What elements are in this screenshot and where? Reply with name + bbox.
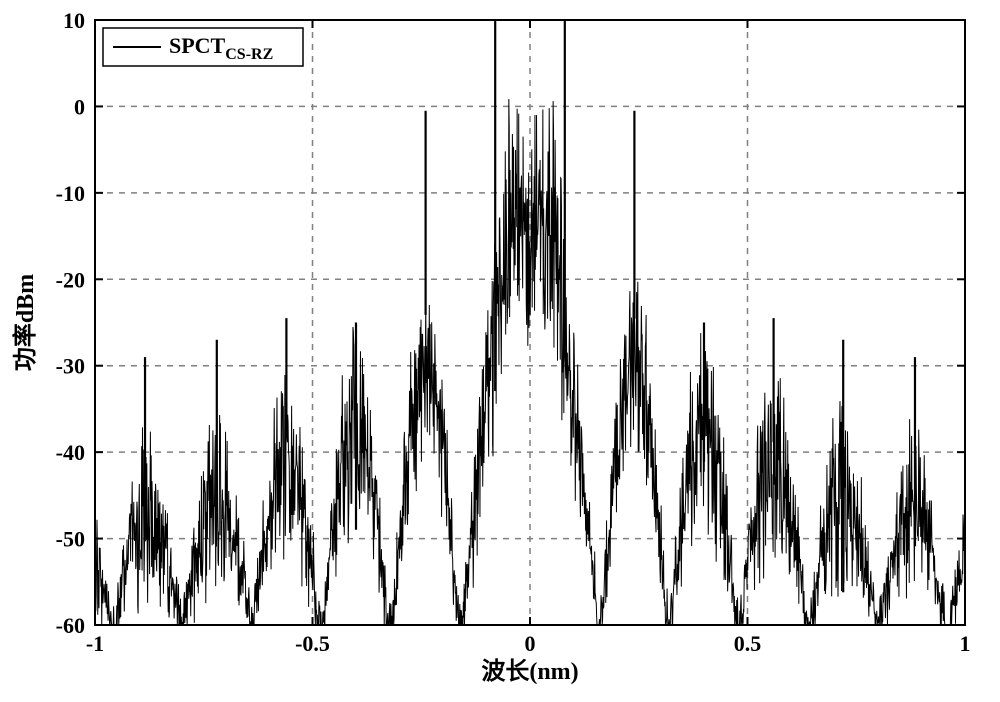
ytick-label: -60 xyxy=(56,613,85,638)
xtick-label: -0.5 xyxy=(295,631,330,656)
xtick-label: 1 xyxy=(960,631,971,656)
ytick-label: 10 xyxy=(63,8,85,33)
ytick-label: -40 xyxy=(56,440,85,465)
ytick-label: -30 xyxy=(56,354,85,379)
ytick-label: -20 xyxy=(56,267,85,292)
xtick-label: -1 xyxy=(86,631,104,656)
figure: -1-0.500.51-60-50-40-30-20-10010 波长(nm) … xyxy=(0,0,1000,697)
xtick-label: 0 xyxy=(525,631,536,656)
ytick-label: -50 xyxy=(56,527,85,552)
ytick-label: 0 xyxy=(74,94,85,119)
legend: SPCTCS-RZ xyxy=(103,28,303,66)
spectrum-plot: -1-0.500.51-60-50-40-30-20-10010 波长(nm) … xyxy=(0,0,1000,697)
xtick-label: 0.5 xyxy=(734,631,762,656)
x-axis-label: 波长(nm) xyxy=(481,658,578,685)
y-axis-label: 功率dBm xyxy=(11,274,39,371)
ytick-label: -10 xyxy=(56,181,85,206)
